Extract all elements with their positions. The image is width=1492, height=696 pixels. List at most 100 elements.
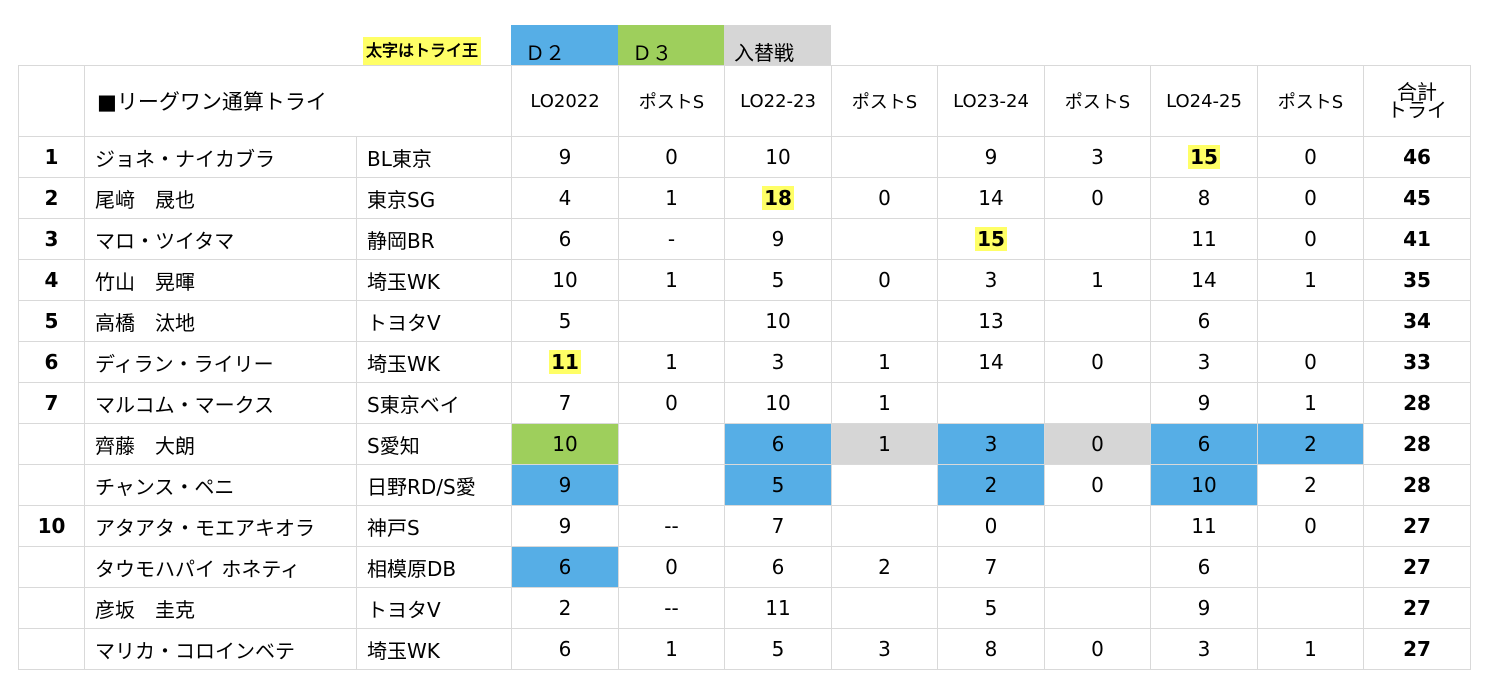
total-tries: 27 xyxy=(1363,505,1471,547)
tries-cell xyxy=(831,218,938,260)
tries-cell: 6 xyxy=(724,546,832,588)
tries-cell: 3 xyxy=(831,628,938,670)
tries-cell: 3 xyxy=(724,341,832,383)
rank-cell: 1 xyxy=(18,136,85,178)
tries-cell: 1 xyxy=(618,628,725,670)
tries-cell: 5 xyxy=(724,464,832,506)
table-row: 6 ディラン・ライリー 埼玉WK 11 1 3 1 14 0 3 0 33 xyxy=(18,341,1471,383)
tries-cell: 6 xyxy=(511,218,619,260)
season-header: LO2022 xyxy=(511,65,619,137)
tries-cell: 1 xyxy=(618,341,725,383)
try-ranking-table: ■リーグワン通算トライ LO2022 ポストS LO22-23 ポストS LO2… xyxy=(18,65,1471,670)
tries-cell: 2 xyxy=(511,587,619,629)
tries-cell xyxy=(831,587,938,629)
tries-cell: 1 xyxy=(831,382,938,424)
tries-cell: 5 xyxy=(724,628,832,670)
tries-cell: 0 xyxy=(618,382,725,424)
tries-cell: 9 xyxy=(511,505,619,547)
tries-cell: 14 xyxy=(937,177,1045,219)
tries-cell: 6 xyxy=(1150,546,1258,588)
tries-cell: 0 xyxy=(1257,505,1364,547)
tries-cell: 0 xyxy=(618,136,725,178)
tries-cell: 4 xyxy=(511,177,619,219)
total-tries: 27 xyxy=(1363,546,1471,588)
season-header: ポストS xyxy=(831,65,938,137)
team-name: S東京ベイ xyxy=(356,382,512,424)
tries-cell: 11 xyxy=(511,341,619,383)
tries-cell: - xyxy=(618,218,725,260)
top-scorer-highlight: 11 xyxy=(549,350,581,374)
season-header: ポストS xyxy=(1044,65,1151,137)
total-tries: 28 xyxy=(1363,464,1471,506)
season-header: LO23-24 xyxy=(937,65,1045,137)
tries-cell xyxy=(1257,300,1364,342)
total-tries: 45 xyxy=(1363,177,1471,219)
tries-cell xyxy=(618,300,725,342)
rank-cell: 6 xyxy=(18,341,85,383)
rank-cell xyxy=(18,546,85,588)
total-tries: 34 xyxy=(1363,300,1471,342)
tries-cell: 10 xyxy=(1150,464,1258,506)
season-header: ポストS xyxy=(1257,65,1364,137)
season-header: LO22-23 xyxy=(724,65,832,137)
top-scorer-highlight: 15 xyxy=(975,227,1007,251)
tries-cell: 1 xyxy=(618,259,725,301)
player-name: マルコム・マークス xyxy=(84,382,357,424)
total-tries: 46 xyxy=(1363,136,1471,178)
tries-cell xyxy=(831,136,938,178)
tries-cell xyxy=(831,300,938,342)
team-name: 静岡BR xyxy=(356,218,512,260)
rank-header xyxy=(18,65,85,137)
tries-cell: 0 xyxy=(1044,464,1151,506)
tries-cell: 5 xyxy=(511,300,619,342)
tries-cell: 1 xyxy=(1257,382,1364,424)
table-title: ■リーグワン通算トライ xyxy=(84,65,512,137)
tries-cell: 6 xyxy=(511,546,619,588)
team-name: トヨタV xyxy=(356,300,512,342)
legend-note-bold-top-scorer: 太字はトライ王 xyxy=(363,37,482,65)
tries-cell: 2 xyxy=(831,546,938,588)
top-scorer-highlight: 18 xyxy=(762,186,794,210)
table-row: 4 竹山 晃暉 埼玉WK 10 1 5 0 3 1 14 1 35 xyxy=(18,259,1471,301)
tries-cell: 11 xyxy=(1150,505,1258,547)
tries-cell: 2 xyxy=(1257,464,1364,506)
legend-d3: Ｄ３ xyxy=(618,25,724,65)
tries-cell: 1 xyxy=(618,177,725,219)
tries-cell: 1 xyxy=(1257,259,1364,301)
header-row: ■リーグワン通算トライ LO2022 ポストS LO22-23 ポストS LO2… xyxy=(18,65,1471,137)
table-row: マリカ・コロインベテ 埼玉WK 6 1 5 3 8 0 3 1 27 xyxy=(18,628,1471,670)
tries-cell xyxy=(1044,300,1151,342)
player-name: ディラン・ライリー xyxy=(84,341,357,383)
rank-cell xyxy=(18,628,85,670)
tries-cell: 2 xyxy=(937,464,1045,506)
tries-cell: 9 xyxy=(937,136,1045,178)
tries-cell: 14 xyxy=(937,341,1045,383)
tries-cell xyxy=(831,464,938,506)
rank-cell xyxy=(18,464,85,506)
team-name: 相模原DB xyxy=(356,546,512,588)
team-name: 日野RD/S愛 xyxy=(356,464,512,506)
tries-cell: 14 xyxy=(1150,259,1258,301)
legend-d2: Ｄ２ xyxy=(511,25,618,65)
tries-cell: 8 xyxy=(1150,177,1258,219)
table-row: 10 アタアタ・モエアキオラ 神戸S 9 -- 7 0 11 0 27 xyxy=(18,505,1471,547)
tries-cell: 7 xyxy=(724,505,832,547)
team-name: 東京SG xyxy=(356,177,512,219)
tries-cell: 0 xyxy=(1257,341,1364,383)
tries-cell: 11 xyxy=(724,587,832,629)
rank-cell: 4 xyxy=(18,259,85,301)
tries-cell: 3 xyxy=(1150,628,1258,670)
player-name: マロ・ツイタマ xyxy=(84,218,357,260)
total-header-line1: 合計 xyxy=(1397,80,1437,104)
tries-cell: 0 xyxy=(1044,423,1151,465)
tries-cell xyxy=(1044,218,1151,260)
tries-cell xyxy=(618,423,725,465)
tries-cell: 10 xyxy=(511,423,619,465)
player-name: タウモハパイ ホネティ xyxy=(84,546,357,588)
tries-cell: 0 xyxy=(1257,136,1364,178)
tries-cell: 10 xyxy=(724,136,832,178)
tries-cell: 9 xyxy=(724,218,832,260)
tries-cell: 13 xyxy=(937,300,1045,342)
table-row: 1 ジョネ・ナイカブラ BL東京 9 0 10 9 3 15 0 46 xyxy=(18,136,1471,178)
tries-cell: 3 xyxy=(937,423,1045,465)
